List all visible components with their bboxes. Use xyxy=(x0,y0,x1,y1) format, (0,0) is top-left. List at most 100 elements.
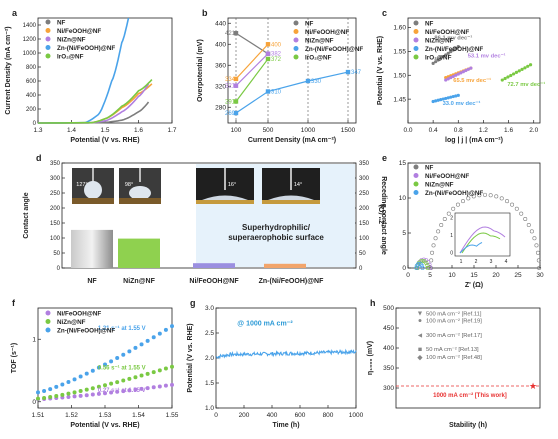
x-axis-label: Potential (V vs. RHE) xyxy=(70,137,139,144)
y-tick-label: 2.0 xyxy=(205,355,214,362)
y-tick-label-right: 0 xyxy=(359,266,363,272)
legend-swatch xyxy=(293,46,299,51)
x-tick-label: 0 xyxy=(406,272,410,279)
surface-caption: superaerophobic surface xyxy=(228,233,324,242)
tof-label: 0.27 s⁻¹ at 1.55 V xyxy=(98,387,146,394)
slope-label: 53.1 mv dec⁻¹ xyxy=(468,53,506,60)
x-axis-label: Stability (h) xyxy=(449,422,487,429)
data-point xyxy=(90,392,95,397)
data-point xyxy=(439,222,444,227)
y-axis-label: Overpotential (mV) xyxy=(197,39,204,102)
plot-frame xyxy=(395,307,541,409)
y-tick-label: 3.0 xyxy=(205,305,214,312)
x-tick-label: 1.6 xyxy=(134,127,143,134)
x-tick-label: 5 xyxy=(428,272,432,279)
data-point xyxy=(431,243,436,248)
y-tick-label: 150 xyxy=(50,221,61,227)
panel-label: d xyxy=(36,153,42,163)
y-tick-label: 300 xyxy=(383,385,394,392)
data-point xyxy=(471,194,476,199)
data-point xyxy=(233,99,239,104)
x-tick-label: 2.0 xyxy=(529,127,538,134)
bar xyxy=(264,263,306,268)
legend-entry: Ni/FeOOH@NF xyxy=(57,28,101,35)
data-point xyxy=(96,365,101,370)
data-point xyxy=(233,31,239,36)
y-axis-label: Current Density (mA cm⁻²) xyxy=(5,26,12,114)
data-point xyxy=(427,265,432,270)
series-line xyxy=(235,58,269,102)
x-tick-label: 500 xyxy=(263,127,274,134)
data-point xyxy=(420,263,425,268)
data-point xyxy=(429,258,434,263)
inset-curve xyxy=(459,226,506,254)
panel-label: g xyxy=(190,298,196,308)
legend-entry: Zn-(Ni/FeOOH)@NF xyxy=(57,45,115,52)
legend-entry: NiZn@NF xyxy=(305,37,334,44)
legend-entry: Zn-(Ni/FeOOH)@NF xyxy=(425,190,483,197)
y-tick-label: 1200 xyxy=(23,37,37,43)
y-tick-label: 0 xyxy=(57,266,61,272)
data-point xyxy=(170,364,174,369)
inset-curve xyxy=(459,242,483,254)
data-point xyxy=(420,265,425,270)
tof-label: 0.56 s⁻¹ at 1.55 V xyxy=(98,364,146,371)
legend-swatch xyxy=(45,319,51,324)
legend-swatch xyxy=(45,45,51,50)
data-label: 400 xyxy=(271,42,282,48)
data-point xyxy=(42,395,47,400)
data-point xyxy=(505,199,510,204)
x-tick-label: 400 xyxy=(267,412,278,419)
droplet xyxy=(129,186,151,200)
data-point xyxy=(535,250,540,255)
y-axis-label: -Z'' (Ω) xyxy=(379,204,386,226)
ref-marker: ■ xyxy=(418,346,422,353)
data-point xyxy=(78,389,83,394)
y-tick-label: 1.45 xyxy=(393,96,406,103)
fit-line xyxy=(445,67,471,81)
y-tick-label: 50 xyxy=(53,251,60,257)
x-tick-label: 1.51 xyxy=(32,412,45,419)
panel-d: d Contact angle Receding contact angle 0 0 50… xyxy=(23,153,387,285)
data-point xyxy=(482,192,487,197)
y-axis-label-right: Receding contact angle xyxy=(380,176,387,255)
ref-label: 100 mA cm⁻² [Ref.48] xyxy=(426,355,482,361)
data-point xyxy=(72,377,77,382)
data-point xyxy=(84,371,89,376)
legend-entry: Ni/FeOOH@NF xyxy=(57,310,101,317)
y-tick-label: 1.5 xyxy=(205,380,214,387)
legend-swatch xyxy=(413,190,419,195)
data-point xyxy=(139,386,144,391)
ref-label: 500 mA cm⁻² [Ref.11] xyxy=(426,312,482,318)
bar xyxy=(71,229,113,268)
data-point xyxy=(127,388,132,393)
plot-frame xyxy=(407,17,541,124)
legend-swatch xyxy=(45,19,51,25)
data-point xyxy=(265,56,271,62)
legend-swatch xyxy=(413,173,419,178)
fit-line xyxy=(432,46,459,64)
data-point xyxy=(90,386,95,391)
legend-entry: Zn-(Ni/FeOOH)@NF xyxy=(305,46,363,53)
data-point xyxy=(233,83,239,88)
slope-label: 86.1 mv dec⁻¹ xyxy=(434,34,472,41)
legend-entry: NF xyxy=(425,164,434,171)
data-point xyxy=(510,202,515,207)
legend-swatch xyxy=(413,54,419,60)
panel-e: e Z' (Ω) -Z'' (Ω) 0 5 10 15 20 25 30 0 5 10 15 1 2 3 4 0 1 2… xyxy=(379,153,544,289)
ref-marker: ● xyxy=(418,318,422,325)
y-tick-label: 15 xyxy=(399,160,407,167)
legend-swatch xyxy=(413,20,419,26)
legend-swatch xyxy=(45,28,51,33)
data-point xyxy=(133,375,138,380)
legend-swatch xyxy=(45,53,51,59)
data-point xyxy=(151,370,156,375)
angle-label: 98° xyxy=(125,182,133,188)
legend-entry: Zn-(Ni/FeOOH)@NF xyxy=(425,46,483,53)
series-line xyxy=(38,101,150,124)
fit-line xyxy=(433,95,459,102)
legend-swatch xyxy=(413,164,419,170)
data-point xyxy=(529,229,534,234)
y-tick-label: 320 xyxy=(215,83,226,90)
panel-h: h Stability (h) η₁₀₀₀ (mV) 300 350 400 450 500 ▼… xyxy=(367,298,541,429)
